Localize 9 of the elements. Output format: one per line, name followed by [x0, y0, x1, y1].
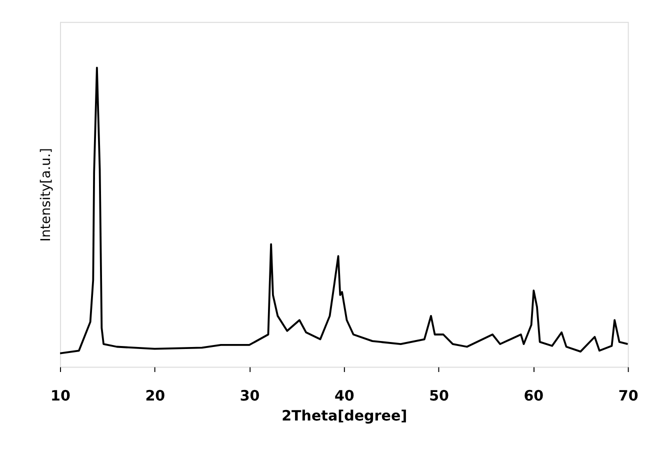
- x-tick-label: 20: [145, 388, 166, 405]
- x-tick-label: 30: [240, 388, 260, 405]
- y-axis-title: Intensity[a.u.]: [39, 148, 54, 242]
- x-tick-label: 50: [429, 388, 450, 405]
- x-axis-title: 2Theta[degree]: [282, 408, 408, 425]
- x-tick-label: 40: [334, 388, 354, 405]
- x-tick-label: 70: [618, 388, 638, 405]
- x-tick-label: 60: [524, 388, 544, 405]
- x-tick-label: 10: [50, 388, 70, 405]
